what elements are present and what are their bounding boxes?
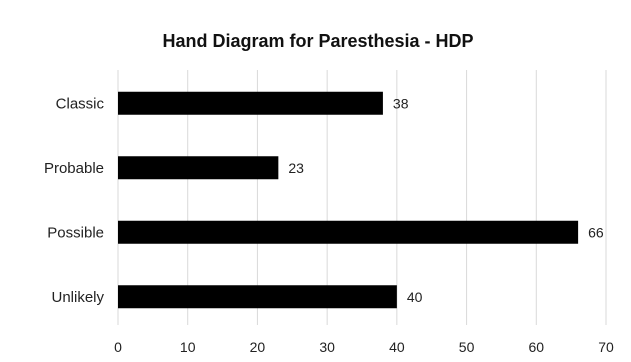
value-labels: 38 23 66 40 — [288, 95, 604, 305]
x-tick-label: 10 — [180, 339, 196, 355]
x-tick-label: 20 — [250, 339, 266, 355]
category-label: Possible — [47, 224, 104, 241]
bar-probable — [118, 156, 279, 180]
bar-classic — [118, 91, 383, 115]
category-label: Classic — [56, 95, 105, 112]
value-label: 23 — [288, 160, 304, 176]
x-tick-label: 40 — [389, 339, 405, 355]
value-label: 38 — [393, 95, 409, 111]
category-labels: Classic Probable Possible Unlikely — [44, 95, 105, 306]
bar-unlikely — [118, 285, 397, 309]
x-tick-label: 50 — [459, 339, 475, 355]
x-tick-label: 30 — [319, 339, 335, 355]
x-tick-label: 60 — [528, 339, 544, 355]
x-tick-labels: 0 10 20 30 40 50 60 70 — [114, 339, 614, 355]
bars — [118, 91, 579, 309]
x-tick-label: 0 — [114, 339, 122, 355]
chart-title: Hand Diagram for Paresthesia - HDP — [162, 31, 473, 51]
bar-possible — [118, 220, 579, 244]
category-label: Probable — [44, 160, 104, 177]
category-label: Unlikely — [51, 289, 104, 306]
value-label: 66 — [588, 224, 604, 240]
x-tick-label: 70 — [598, 339, 614, 355]
value-label: 40 — [407, 289, 423, 305]
